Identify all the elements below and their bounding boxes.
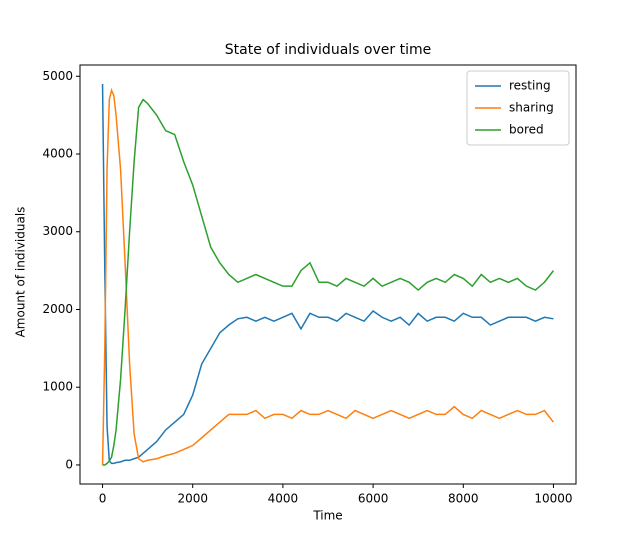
y-tick-label: 1000 — [42, 380, 73, 394]
axes-frame — [79, 64, 577, 485]
y-tick-label: 4000 — [42, 147, 73, 161]
legend-label: bored — [509, 123, 544, 137]
line-series — [101, 84, 554, 465]
y-axis-label: Amount of individuals — [14, 207, 28, 338]
y-tick-label: 2000 — [42, 302, 73, 316]
y-tick-label: 0 — [65, 457, 73, 471]
x-tick-label: 2000 — [177, 492, 208, 506]
legend-label: resting — [509, 79, 551, 93]
x-tick-label: 10000 — [534, 492, 572, 506]
chart-title: State of individuals over time — [225, 42, 431, 58]
line-series — [102, 98, 555, 466]
x-tick-label: 0 — [99, 492, 107, 506]
x-tick-label: 6000 — [358, 492, 389, 506]
line-series — [101, 87, 555, 465]
legend-box — [466, 70, 570, 146]
x-axis-label: Time — [312, 509, 342, 523]
y-tick-label: 5000 — [42, 69, 73, 83]
legend-label: sharing — [509, 101, 554, 115]
y-tick-label: 3000 — [42, 224, 73, 238]
x-tick-label: 8000 — [448, 492, 479, 506]
x-tick-label: 4000 — [268, 492, 299, 506]
